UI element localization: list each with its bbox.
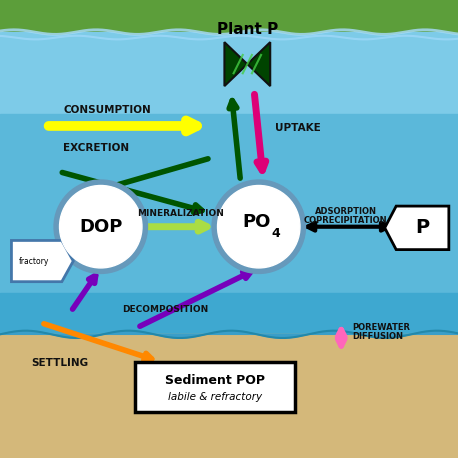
Polygon shape [224, 42, 270, 86]
Text: PO: PO [242, 213, 271, 231]
Text: DOP: DOP [79, 218, 122, 236]
Text: P: P [415, 218, 430, 237]
Text: ADSORPTION: ADSORPTION [315, 207, 377, 216]
Text: POREWATER: POREWATER [353, 323, 411, 332]
Polygon shape [385, 206, 449, 250]
FancyBboxPatch shape [135, 362, 295, 412]
Text: COPRECIPITATION: COPRECIPITATION [304, 216, 387, 225]
Text: Plant P: Plant P [217, 22, 278, 37]
Text: Sediment POP: Sediment POP [165, 374, 265, 387]
Circle shape [218, 185, 300, 268]
Text: DECOMPOSITION: DECOMPOSITION [122, 305, 208, 314]
Text: 4: 4 [272, 227, 281, 240]
Polygon shape [11, 240, 73, 282]
Text: SETTLING: SETTLING [31, 358, 88, 368]
Text: fractory: fractory [19, 256, 49, 266]
Bar [0, 32, 458, 114]
Bar [0, 114, 458, 334]
Text: UPTAKE: UPTAKE [275, 123, 321, 133]
Text: EXCRETION: EXCRETION [63, 143, 129, 153]
Circle shape [60, 185, 142, 268]
Bar [0, 0, 458, 32]
Text: CONSUMPTION: CONSUMPTION [64, 105, 152, 115]
Text: DIFFUSION: DIFFUSION [353, 332, 403, 341]
Text: labile & refractory: labile & refractory [168, 392, 262, 402]
Circle shape [212, 180, 305, 273]
Bar [0, 334, 458, 458]
Text: MINERALIZATION: MINERALIZATION [137, 208, 224, 218]
Circle shape [54, 180, 147, 273]
Bar [0, 293, 458, 334]
